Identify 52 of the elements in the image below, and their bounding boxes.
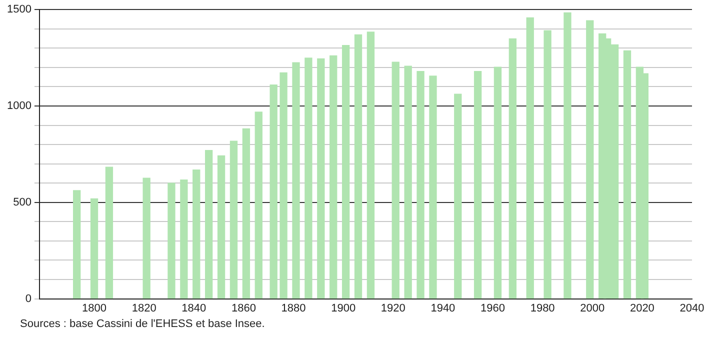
- bar: [142, 178, 150, 299]
- bar: [392, 62, 400, 299]
- bar: [180, 180, 188, 299]
- bar: [623, 50, 632, 299]
- bar: [105, 166, 114, 299]
- bar: [342, 44, 350, 299]
- bar: [564, 12, 572, 299]
- bar: [354, 34, 362, 299]
- x-tick-label: 1900: [331, 302, 356, 314]
- y-tick-label: 0: [25, 292, 32, 305]
- bar: [168, 182, 176, 299]
- bar: [526, 17, 534, 299]
- x-tick-label: 1940: [430, 302, 456, 314]
- bar: [317, 58, 325, 299]
- bar: [416, 70, 424, 299]
- bar: [330, 55, 338, 299]
- bar: [508, 38, 517, 299]
- bar: [304, 58, 312, 299]
- y-tick-label: 500: [13, 196, 32, 208]
- x-tick-label: 1960: [480, 302, 505, 314]
- x-tick-label: 1980: [530, 302, 555, 314]
- bar: [454, 94, 462, 299]
- bar: [474, 70, 482, 299]
- bar: [494, 66, 502, 299]
- x-tick-label: 2020: [630, 302, 654, 314]
- bar: [404, 66, 412, 299]
- bar: [73, 190, 81, 299]
- bar: [217, 155, 226, 299]
- bar: [192, 169, 200, 299]
- bar: [586, 20, 594, 299]
- x-tick-label: 1840: [182, 302, 206, 314]
- bar: [366, 32, 375, 299]
- x-tick-label: 1860: [231, 302, 256, 314]
- bar: [205, 150, 213, 299]
- y-tick-label: 1500: [6, 4, 32, 16]
- bar: [254, 112, 262, 299]
- bar: [429, 76, 437, 299]
- x-tick-label: 1920: [380, 302, 406, 314]
- y-tick-label: 1000: [6, 100, 32, 112]
- bar: [90, 198, 98, 299]
- x-tick-label: 2000: [580, 302, 605, 314]
- bar: [242, 128, 250, 299]
- x-tick-label: 1880: [281, 302, 306, 314]
- x-tick-label: 1800: [82, 302, 107, 314]
- x-tick-label: 1820: [132, 302, 156, 314]
- bar: [270, 84, 278, 299]
- source-note: Sources : base Cassini de l'EHESS et base Insee.: [19, 318, 266, 330]
- bar: [230, 140, 238, 299]
- bar: [280, 72, 288, 299]
- bar: [544, 30, 552, 299]
- x-tick-label: 2040: [680, 302, 704, 314]
- bar: [292, 62, 300, 299]
